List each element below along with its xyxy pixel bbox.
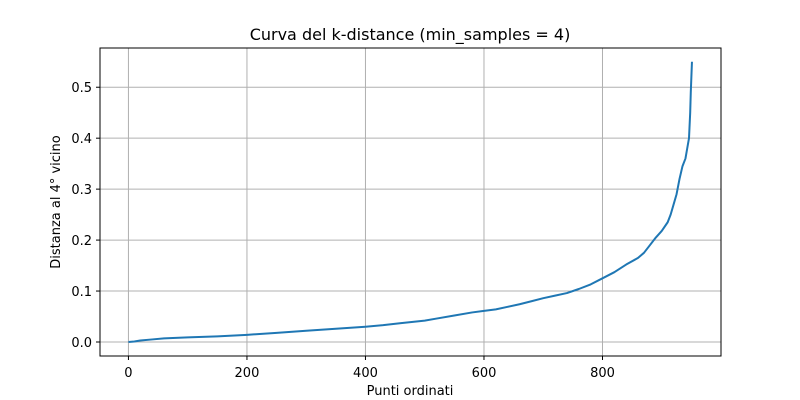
ticks: 0 200 400 600 800 0.0 0.1 0.2 0.3 0.4 0.5 (71, 81, 615, 381)
y-tick-label: 0.1 (71, 285, 92, 300)
x-axis-label: Punti ordinati (367, 384, 454, 399)
chart-title: Curva del k-distance (min_samples = 4) (250, 25, 571, 45)
x-tick-label: 400 (353, 366, 378, 381)
y-tick-label: 0.5 (71, 81, 92, 96)
plot-frame (99, 47, 722, 357)
x-tick-label: 600 (472, 366, 497, 381)
plot-area (128, 61, 693, 343)
x-tick-label: 800 (590, 366, 615, 381)
y-tick-label: 0.2 (71, 234, 92, 249)
y-axis-label: Distanza al 4° vicino (49, 135, 64, 269)
y-tick-label: 0.0 (71, 336, 92, 351)
x-tick-label: 200 (235, 366, 260, 381)
x-tick-label: 0 (124, 366, 132, 381)
y-tick-label: 0.4 (71, 132, 92, 147)
grid (100, 48, 721, 356)
series-line (128, 61, 693, 343)
y-tick-label: 0.3 (71, 183, 92, 198)
